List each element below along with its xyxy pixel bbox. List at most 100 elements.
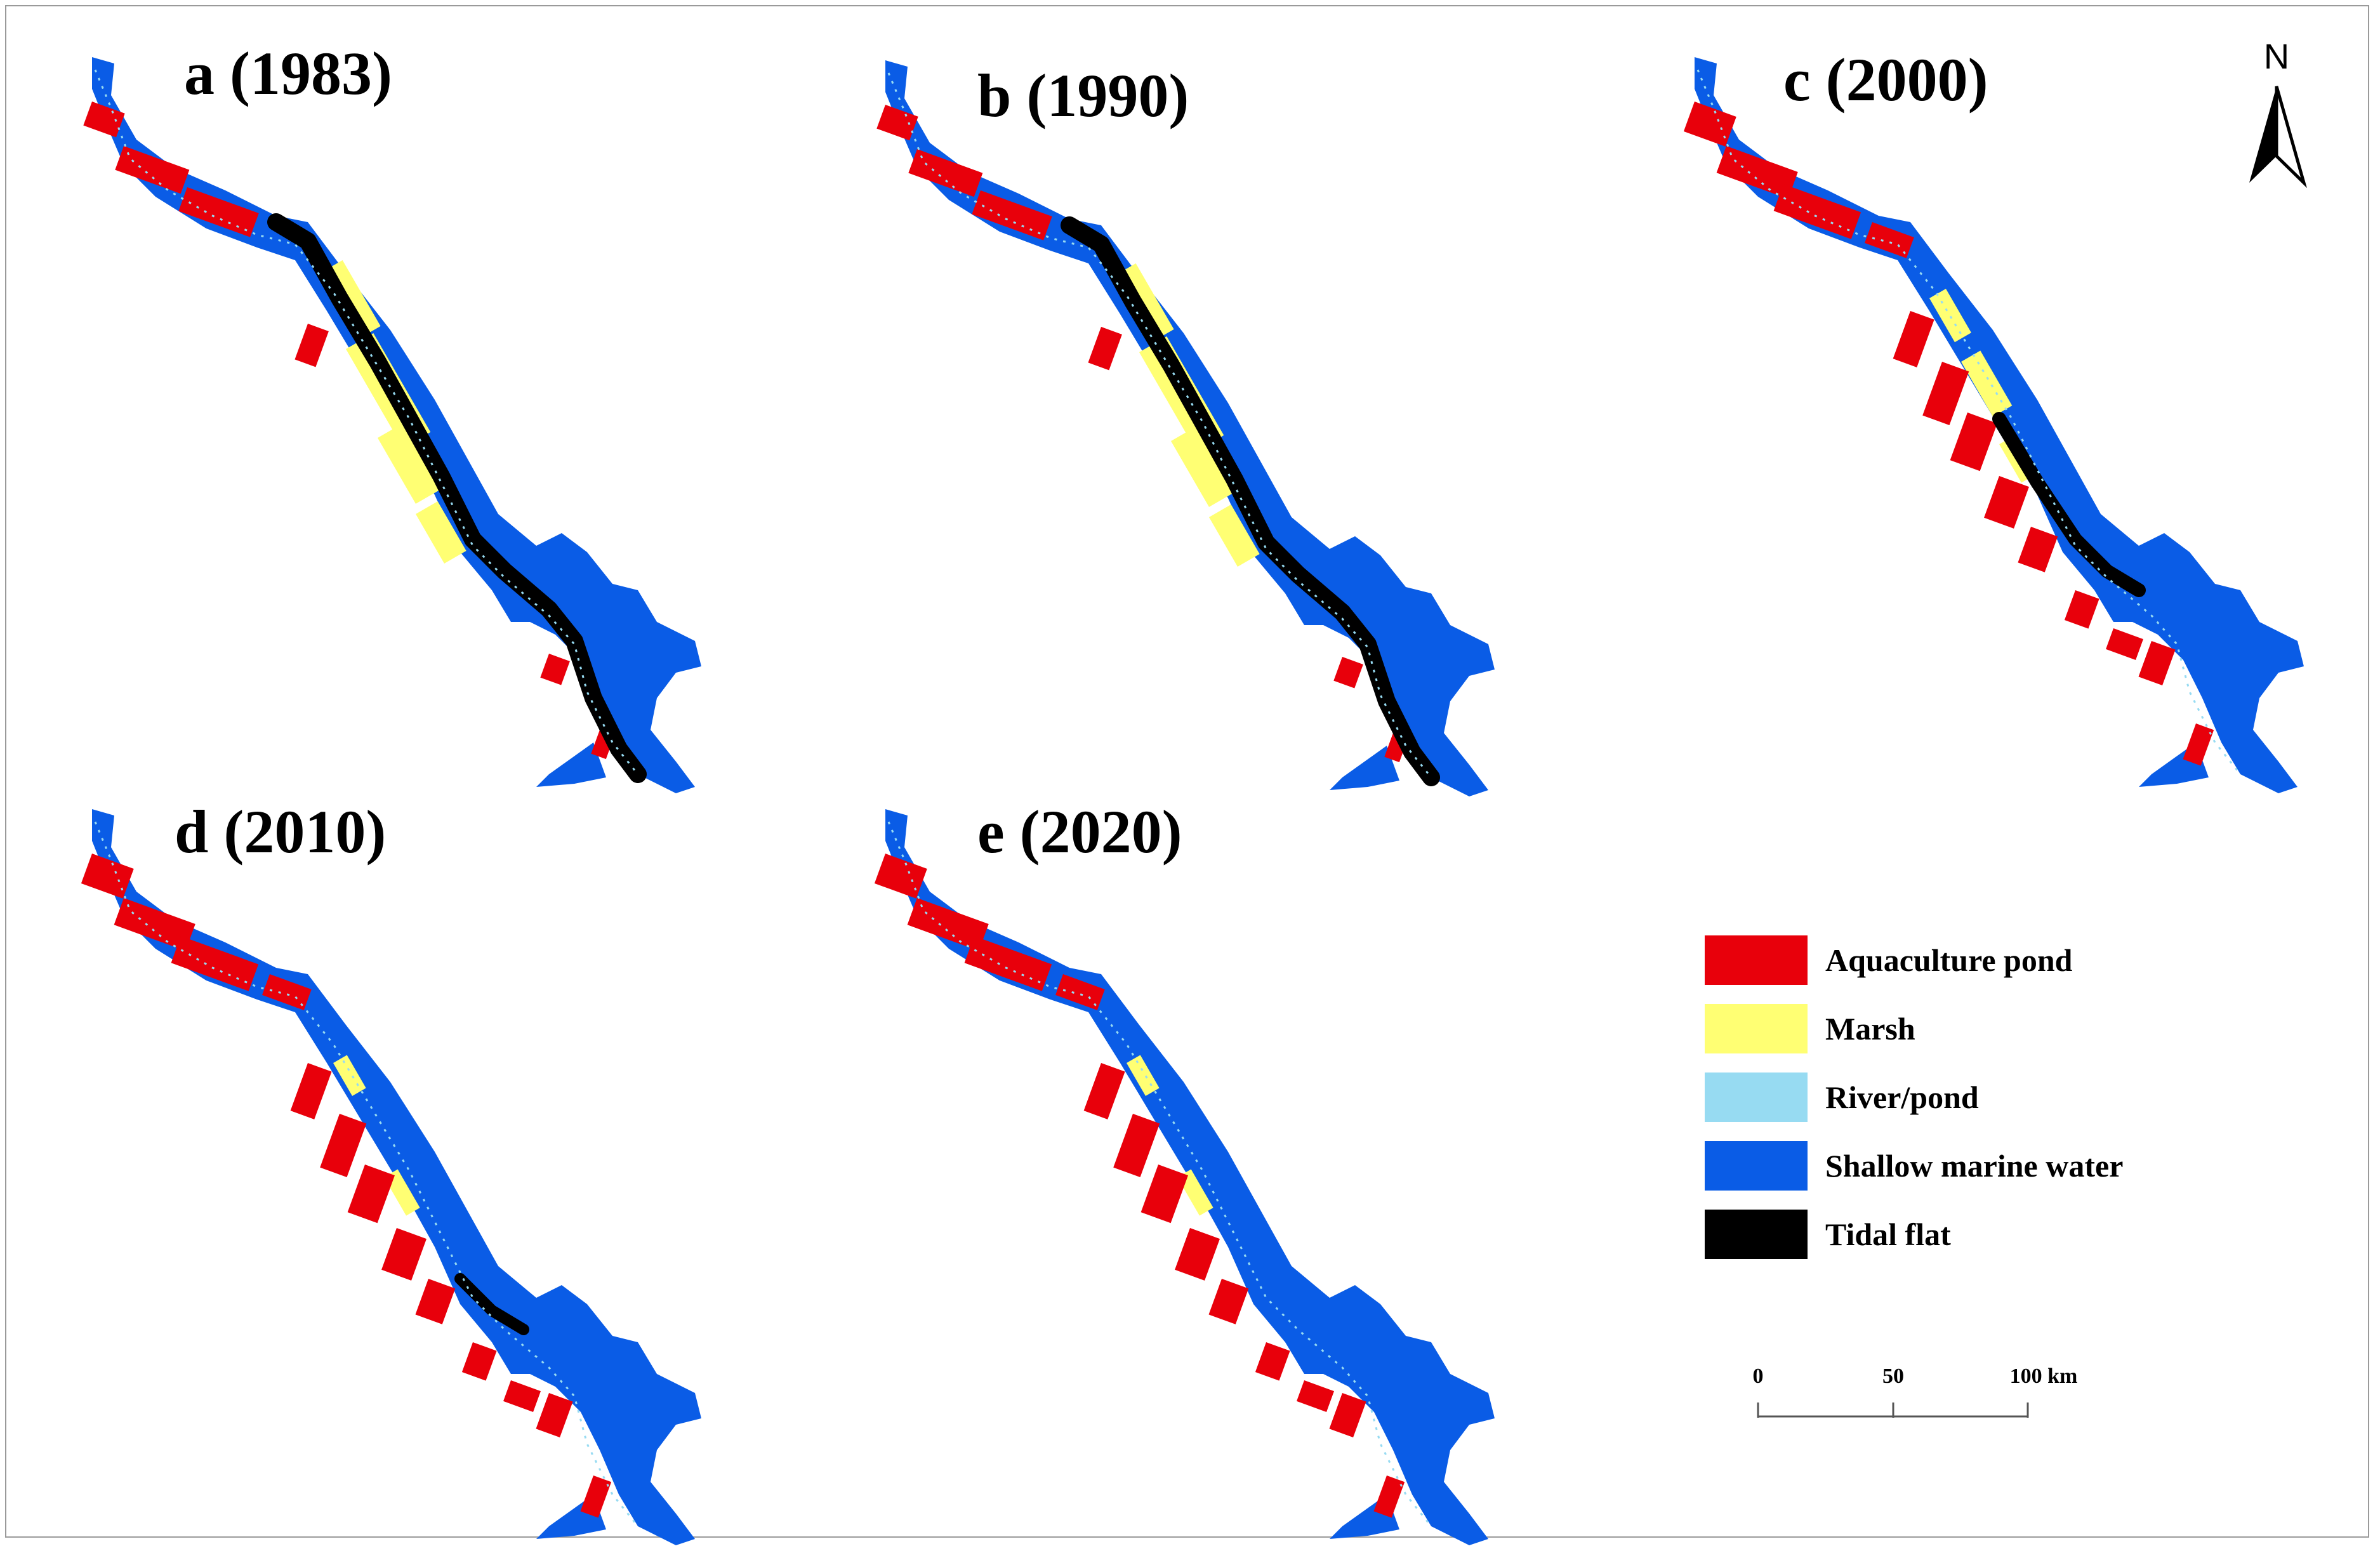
aquaculture-pond-patch	[294, 323, 329, 367]
aquaculture-pond-patch	[908, 149, 983, 197]
coast-map	[874, 809, 1495, 1545]
panel-title: c (2000)	[1783, 46, 1988, 114]
aquaculture-pond-patch	[262, 974, 312, 1010]
legend-item-marsh: Marsh	[1705, 1004, 2276, 1055]
aquaculture-pond-patch	[874, 854, 927, 899]
legend-swatch	[1705, 1072, 1808, 1122]
coast-map	[83, 57, 701, 793]
aquaculture-pond-patch	[320, 1113, 367, 1177]
aquaculture-pond-patch	[1255, 1342, 1290, 1381]
legend-swatch	[1705, 935, 1808, 985]
aquaculture-pond-patch	[1140, 1165, 1188, 1224]
figure-frame: a (1983) b (1990) c (2000) d (2010) e (2…	[5, 5, 2369, 1545]
legend-swatch	[1705, 1004, 1808, 1053]
scale-tick-label: 0	[1752, 1364, 1764, 1388]
legend-label: Tidal flat	[1825, 1217, 1951, 1252]
tidal-flat-strip	[454, 1273, 529, 1335]
aquaculture-pond-patch	[540, 654, 570, 685]
aquaculture-pond-patch	[1893, 311, 1934, 367]
marsh-patch	[415, 501, 466, 564]
aquaculture-pond-patch	[503, 1380, 541, 1412]
marsh-patch	[1961, 350, 2013, 417]
legend-swatch	[1705, 1141, 1808, 1191]
aquaculture-pond-patch	[114, 898, 195, 951]
aquaculture-pond-patch	[1208, 1279, 1249, 1324]
marsh-patch	[383, 1169, 420, 1216]
aquaculture-pond-patch	[1773, 184, 1861, 239]
aquaculture-pond-patch	[461, 1342, 497, 1381]
aquaculture-pond-patch	[907, 898, 989, 951]
legend-label: River/pond	[1825, 1079, 1979, 1115]
legend-swatch	[1705, 1210, 1808, 1259]
legend-label: Shallow marine water	[1825, 1148, 2124, 1184]
aquaculture-pond-patch	[2183, 723, 2214, 766]
marsh-patch	[1929, 289, 1971, 343]
aquaculture-pond-patch	[1984, 476, 2029, 529]
aquaculture-pond-patch	[1175, 1228, 1220, 1281]
aquaculture-pond-patch	[1297, 1380, 1334, 1412]
coast-map	[81, 809, 701, 1545]
aquaculture-pond-patch	[1083, 1063, 1125, 1119]
panel-title: b (1990)	[977, 62, 1189, 129]
legend: Aquaculture pond Marsh River/pond Shallo…	[1705, 935, 2276, 1278]
aquaculture-pond-patch	[381, 1228, 426, 1281]
aquaculture-pond-patch	[536, 1393, 573, 1438]
aquaculture-pond-patch	[1055, 974, 1105, 1010]
aquaculture-pond-patch	[290, 1063, 332, 1119]
map-panel-d: d (2010)	[67, 784, 892, 1545]
aquaculture-pond-patch	[81, 854, 134, 899]
map-panel-e: e (2020)	[860, 784, 1685, 1545]
aquaculture-pond-patch	[83, 102, 125, 138]
aquaculture-pond-patch	[1113, 1113, 1160, 1177]
aquaculture-pond-patch	[972, 190, 1052, 241]
aquaculture-pond-patch	[1088, 327, 1122, 371]
tidal-flat-strip	[1992, 412, 2146, 597]
legend-item-aquaculture-pond: Aquaculture pond	[1705, 935, 2276, 986]
marsh-patch	[377, 422, 444, 504]
aquaculture-pond-patch	[1333, 657, 1363, 689]
aquaculture-pond-patch	[2106, 628, 2143, 660]
aquaculture-pond-patch	[580, 1475, 612, 1518]
scale-tick-label: 100 km	[2009, 1364, 2078, 1388]
aquaculture-pond-patch	[1950, 412, 1997, 472]
aquaculture-pond-patch	[2064, 590, 2099, 629]
map-panel-c: c (2000)	[1669, 32, 2380, 793]
aquaculture-pond-patch	[1865, 222, 1914, 258]
north-arrow-icon	[2249, 86, 2307, 188]
aquaculture-pond-patch	[1922, 362, 1969, 425]
aquaculture-pond-patch	[1683, 102, 1736, 147]
panel-title: a (1983)	[184, 39, 392, 107]
aquaculture-pond-patch	[1373, 1475, 1405, 1518]
panel-title: e (2020)	[977, 798, 1182, 866]
aquaculture-pond-patch	[964, 936, 1052, 991]
aquaculture-pond-patch	[876, 105, 918, 141]
legend-label: Aquaculture pond	[1825, 942, 2073, 978]
tidal-flat-strip	[267, 213, 647, 783]
map-panel-b: b (1990)	[860, 35, 1685, 796]
aquaculture-pond-patch	[415, 1279, 456, 1324]
legend-item-river-pond: River/pond	[1705, 1072, 2276, 1123]
map-panel-a: a (1983)	[67, 32, 892, 793]
panel-title: d (2010)	[175, 798, 387, 866]
aquaculture-pond-patch	[2018, 527, 2058, 572]
aquaculture-pond-patch	[1716, 146, 1798, 199]
scale-bar: 0 50 100 km	[1739, 1364, 2077, 1434]
marsh-patch	[1177, 1169, 1213, 1216]
marsh-patch	[1208, 505, 1260, 567]
north-label: N	[2263, 36, 2290, 76]
aquaculture-pond-patch	[2138, 641, 2176, 686]
aquaculture-pond-patch	[1329, 1393, 1366, 1438]
aquaculture-pond-patch	[178, 187, 259, 237]
bay-area	[536, 742, 606, 787]
legend-item-tidal-flat: Tidal flat	[1705, 1210, 2276, 1260]
coast-map	[876, 60, 1495, 796]
aquaculture-pond-patch	[347, 1165, 395, 1224]
marsh-patch	[1170, 425, 1237, 507]
legend-label: Marsh	[1825, 1011, 1915, 1046]
coast-map	[1683, 57, 2304, 793]
scale-bar-line	[1757, 1402, 2029, 1418]
north-arrow: N	[2235, 36, 2318, 188]
legend-item-shallow-marine-water: Shallow marine water	[1705, 1141, 2276, 1192]
scale-tick-label: 50	[1882, 1364, 1904, 1388]
tidal-flat-strip	[1061, 216, 1440, 786]
